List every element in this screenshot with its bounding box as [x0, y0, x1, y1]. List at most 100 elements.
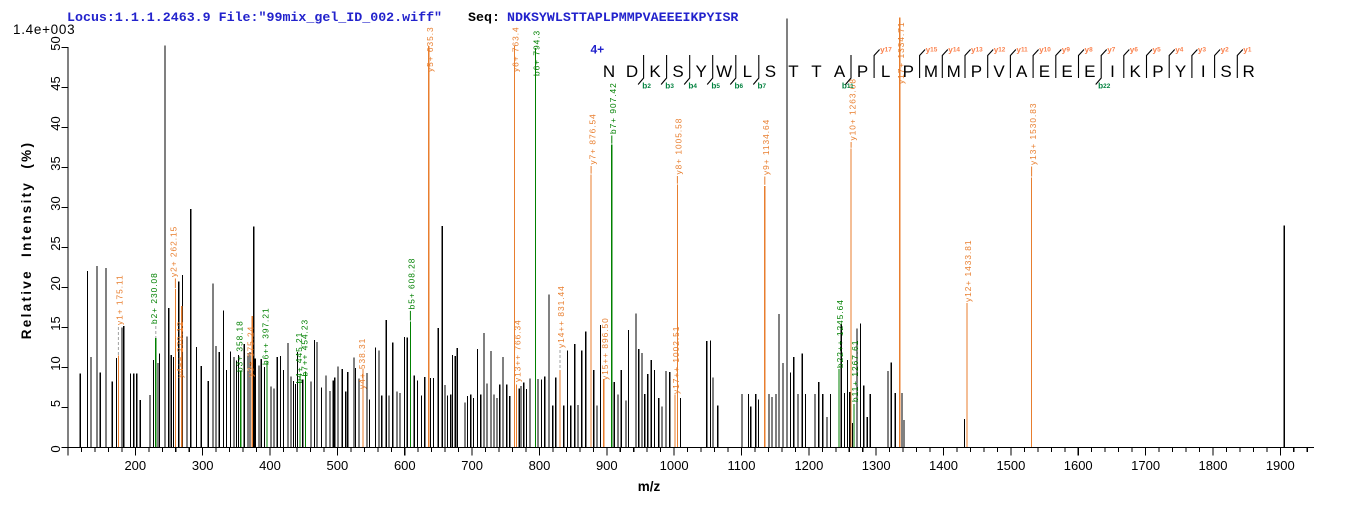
svg-text:y17++ 1002.51: y17++ 1002.51: [671, 326, 681, 394]
svg-text:b7++ 454.23: b7++ 454.23: [300, 319, 310, 377]
svg-text:b11+ 1267.61: b11+ 1267.61: [850, 340, 860, 402]
svg-text:y15: y15: [926, 46, 938, 55]
svg-text:y10: y10: [1039, 46, 1051, 55]
svg-text:y3: y3: [1198, 46, 1207, 55]
svg-text:600: 600: [394, 458, 416, 473]
svg-text:m/z: m/z: [638, 479, 661, 494]
svg-text:500: 500: [327, 458, 349, 473]
svg-text:I: I: [1201, 62, 1206, 81]
svg-text:y8+ 1005.58: y8+ 1005.58: [674, 118, 684, 175]
svg-text:y17+ 1334.71: y17+ 1334.71: [896, 21, 906, 84]
svg-text:Locus:1.1.1.2463.9 File:"99mix: Locus:1.1.1.2463.9 File:"99mix_gel_ID_00…: [67, 10, 442, 25]
svg-text:E: E: [1039, 62, 1050, 81]
svg-text:y4++ 270.12: y4++ 270.12: [175, 321, 185, 378]
svg-text:30: 30: [48, 196, 63, 210]
svg-text:y13++ 766.34: y13++ 766.34: [513, 319, 523, 382]
svg-text:y4: y4: [1175, 46, 1184, 55]
svg-text:b3+ 358.18: b3+ 358.18: [234, 320, 244, 372]
svg-text:y13+ 1530.83: y13+ 1530.83: [1028, 102, 1038, 165]
svg-text:b2+ 230.08: b2+ 230.08: [149, 272, 159, 324]
svg-text:1900: 1900: [1266, 458, 1295, 473]
svg-text:1100: 1100: [728, 458, 756, 473]
svg-text:b4: b4: [688, 82, 697, 91]
svg-text:y12: y12: [994, 46, 1006, 55]
svg-text:Y: Y: [696, 62, 707, 81]
svg-text:4+: 4+: [591, 43, 605, 57]
svg-text:NDKSYWLSTTAPLPMMPVAEEEIKPYISR: NDKSYWLSTTAPLPMMPVAEEEIKPYISR: [507, 10, 738, 25]
svg-text:y8: y8: [1085, 46, 1094, 55]
svg-text:y10+ 1263.68: y10+ 1263.68: [847, 78, 857, 141]
svg-text:y7+ 876.54: y7+ 876.54: [587, 113, 597, 164]
svg-text:E: E: [1061, 62, 1072, 81]
svg-text:200: 200: [124, 458, 146, 473]
svg-text:35: 35: [48, 156, 63, 170]
svg-text:y1+ 175.11: y1+ 175.11: [115, 274, 125, 325]
svg-text:L: L: [743, 62, 752, 81]
svg-text:b5+ 608.28: b5+ 608.28: [407, 258, 417, 310]
svg-text:0: 0: [48, 445, 63, 452]
svg-text:400: 400: [259, 458, 281, 473]
svg-text:y4+ 538.31: y4+ 538.31: [357, 338, 367, 389]
svg-text:V: V: [993, 62, 1005, 81]
svg-text:y14++ 831.44: y14++ 831.44: [556, 285, 566, 348]
svg-text:P: P: [971, 62, 982, 81]
svg-text:y5: y5: [1153, 46, 1162, 55]
svg-text:y5+ 635.3: y5+ 635.3: [425, 26, 435, 72]
svg-text:y2: y2: [1221, 46, 1230, 55]
svg-text:5: 5: [48, 400, 63, 407]
svg-text:300: 300: [192, 458, 214, 473]
svg-text:900: 900: [596, 458, 618, 473]
svg-text:E: E: [1084, 62, 1095, 81]
svg-text:800: 800: [529, 458, 551, 473]
svg-text:1200: 1200: [794, 458, 823, 473]
svg-text:b4+ 445.21: b4+ 445.21: [294, 332, 304, 384]
svg-text:b7+ 907.42: b7+ 907.42: [608, 82, 618, 134]
svg-text:1.4e+003: 1.4e+003: [13, 22, 75, 37]
svg-text:b2: b2: [642, 82, 651, 91]
svg-text:y3+ 375.24: y3+ 375.24: [245, 326, 255, 377]
svg-text:N: N: [603, 62, 615, 81]
svg-text:W: W: [716, 62, 732, 81]
svg-text:y13: y13: [971, 46, 983, 55]
svg-text:A: A: [1016, 62, 1028, 81]
svg-text:T: T: [811, 62, 821, 81]
svg-text:R: R: [1242, 62, 1254, 81]
svg-text:M: M: [924, 62, 938, 81]
svg-text:Seq:: Seq:: [468, 10, 500, 25]
svg-text:y1: y1: [1243, 46, 1252, 55]
svg-text:y15++ 896.50: y15++ 896.50: [600, 317, 610, 380]
svg-text:y2+ 262.15: y2+ 262.15: [168, 226, 178, 277]
svg-text:b6+ 794.3: b6+ 794.3: [532, 30, 542, 76]
svg-text:S: S: [1220, 62, 1231, 81]
svg-text:b11: b11: [842, 82, 854, 91]
svg-text:y14: y14: [948, 46, 960, 55]
svg-text:y7: y7: [1107, 46, 1116, 55]
svg-text:1500: 1500: [996, 458, 1025, 473]
svg-text:Relative Intensity (%): Relative Intensity (%): [19, 141, 34, 340]
svg-text:K: K: [649, 62, 661, 81]
svg-text:40: 40: [48, 116, 63, 130]
svg-text:1800: 1800: [1199, 458, 1228, 473]
svg-text:50: 50: [48, 36, 63, 50]
svg-text:M: M: [947, 62, 961, 81]
svg-text:1600: 1600: [1064, 458, 1093, 473]
svg-text:b7: b7: [758, 82, 767, 91]
svg-text:1400: 1400: [929, 458, 958, 473]
svg-text:700: 700: [461, 458, 483, 473]
svg-text:y12+ 1433.81: y12+ 1433.81: [963, 239, 973, 302]
svg-text:S: S: [765, 62, 776, 81]
svg-text:y17: y17: [880, 46, 892, 55]
svg-text:1000: 1000: [660, 458, 689, 473]
svg-text:y11: y11: [1016, 46, 1028, 55]
svg-text:25: 25: [48, 236, 63, 250]
svg-text:P: P: [1152, 62, 1163, 81]
svg-text:b3: b3: [665, 82, 674, 91]
svg-text:y6+ 763.4: y6+ 763.4: [511, 26, 521, 72]
svg-text:b22: b22: [1098, 82, 1111, 91]
svg-text:y9+ 1134.64: y9+ 1134.64: [761, 119, 771, 175]
svg-text:b22++ 1245.64: b22++ 1245.64: [835, 299, 845, 368]
svg-text:15: 15: [48, 316, 63, 330]
svg-text:Y: Y: [1175, 62, 1186, 81]
svg-text:L: L: [881, 62, 890, 81]
svg-text:b5: b5: [711, 82, 720, 91]
